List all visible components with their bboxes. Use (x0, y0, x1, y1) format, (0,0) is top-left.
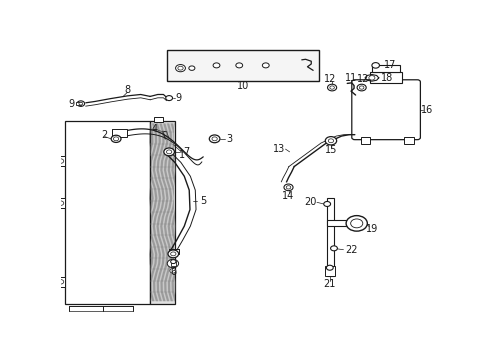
Bar (360, 137, 369, 144)
Circle shape (170, 252, 176, 256)
Circle shape (77, 101, 84, 107)
Text: 16: 16 (420, 105, 432, 115)
Text: 5: 5 (200, 196, 206, 206)
Bar (57, 156, 65, 166)
Bar (57, 198, 65, 208)
Bar (154, 117, 163, 122)
Circle shape (165, 96, 172, 100)
Bar (169, 249, 178, 254)
Text: 3: 3 (226, 134, 232, 144)
Circle shape (330, 246, 337, 251)
Text: 4: 4 (152, 124, 158, 134)
Circle shape (262, 63, 268, 68)
Text: 2: 2 (102, 130, 108, 140)
Text: 20: 20 (304, 197, 316, 207)
Bar (57, 277, 65, 287)
Circle shape (175, 64, 185, 72)
Circle shape (346, 216, 366, 231)
Circle shape (178, 66, 183, 70)
Circle shape (329, 86, 334, 89)
Bar (65, 121, 150, 304)
Bar (370, 72, 401, 84)
Circle shape (327, 84, 336, 91)
Text: 12: 12 (324, 74, 336, 84)
Circle shape (209, 135, 220, 143)
Circle shape (58, 201, 63, 205)
Text: 12: 12 (357, 74, 369, 84)
Bar (326, 198, 333, 276)
Text: 18: 18 (380, 73, 392, 83)
Circle shape (285, 186, 290, 189)
Circle shape (163, 148, 174, 156)
Text: 14: 14 (282, 192, 294, 202)
Text: 15: 15 (324, 145, 336, 155)
Circle shape (350, 219, 362, 228)
Circle shape (284, 184, 292, 191)
Text: 17: 17 (383, 60, 395, 70)
Text: 6: 6 (170, 267, 176, 277)
Bar (371, 66, 400, 72)
Text: 7: 7 (183, 147, 189, 157)
Text: 19: 19 (365, 224, 377, 234)
FancyBboxPatch shape (351, 80, 420, 140)
Circle shape (211, 137, 217, 141)
Circle shape (188, 66, 195, 70)
Circle shape (368, 76, 374, 80)
Circle shape (327, 139, 333, 143)
Circle shape (167, 259, 178, 268)
Circle shape (323, 202, 330, 207)
Circle shape (326, 265, 332, 270)
Circle shape (325, 136, 336, 145)
Circle shape (58, 280, 63, 284)
Circle shape (213, 63, 220, 68)
Circle shape (166, 150, 171, 154)
Circle shape (168, 250, 178, 258)
Bar (326, 220, 357, 226)
Bar (111, 129, 126, 137)
Text: 9: 9 (175, 93, 182, 103)
Bar (324, 266, 334, 276)
Circle shape (113, 137, 119, 141)
Circle shape (170, 260, 176, 264)
Bar (171, 261, 175, 266)
Text: 9: 9 (68, 99, 75, 109)
Text: 13: 13 (272, 144, 285, 154)
Text: 8: 8 (124, 85, 130, 95)
Circle shape (356, 84, 366, 91)
Bar (150, 121, 175, 304)
Text: 1: 1 (179, 150, 185, 161)
Circle shape (111, 135, 121, 143)
Circle shape (79, 102, 82, 105)
Text: 21: 21 (323, 279, 335, 289)
Circle shape (169, 269, 176, 273)
Text: 10: 10 (236, 81, 249, 91)
Bar (167, 50, 318, 81)
Circle shape (58, 159, 63, 163)
Circle shape (359, 86, 363, 89)
Text: 11: 11 (344, 73, 356, 83)
Circle shape (371, 63, 379, 68)
Text: 22: 22 (344, 245, 357, 255)
Bar (403, 137, 413, 144)
Circle shape (235, 63, 242, 68)
Bar (75, 102, 81, 105)
